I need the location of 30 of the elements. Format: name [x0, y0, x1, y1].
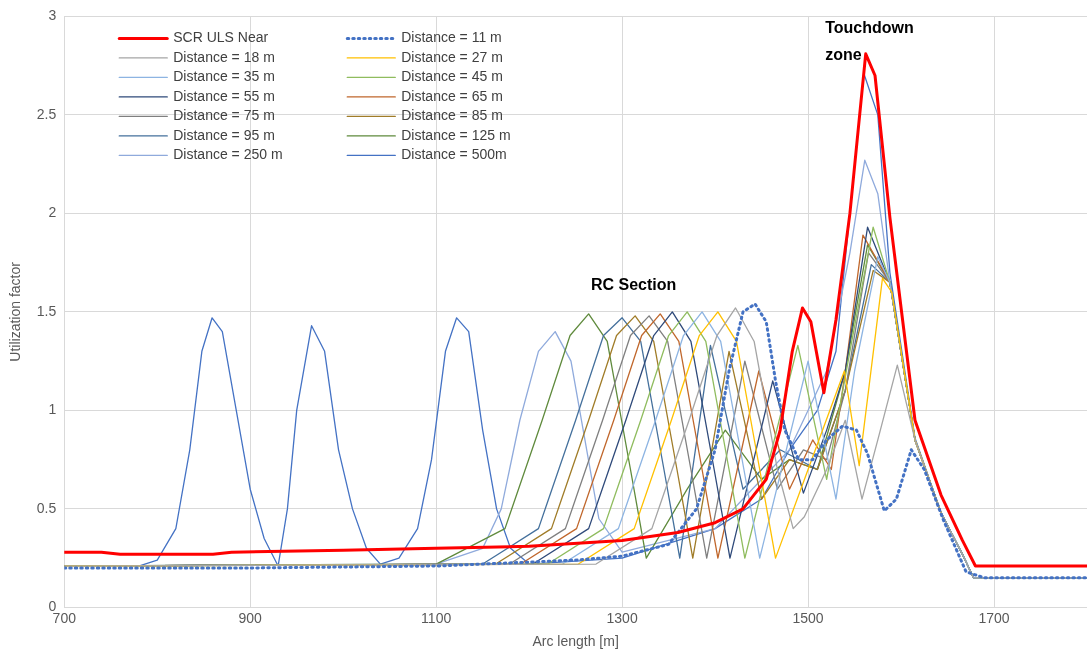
- x-tick-label: 1700: [978, 609, 1010, 626]
- y-tick-label: 1: [48, 401, 57, 418]
- y-tick-label: 2: [48, 204, 57, 221]
- x-tick-label: 1100: [421, 609, 452, 626]
- annotation: Touchdown zone: [825, 18, 914, 63]
- legend-label: Distance = 75 m: [173, 107, 275, 124]
- x-axis-title: Arc length [m]: [532, 633, 619, 650]
- legend-label: Distance = 250 m: [173, 146, 283, 163]
- y-tick-label: 1.5: [36, 302, 57, 319]
- x-tick-label: 1500: [792, 609, 824, 626]
- legend-label: Distance = 125 m: [401, 126, 511, 143]
- x-tick-label: 1300: [606, 609, 638, 626]
- y-tick-label: 3: [48, 7, 57, 24]
- legend-label: Distance = 85 m: [401, 107, 503, 124]
- legend-label: Distance = 55 m: [173, 87, 275, 104]
- annotation: RC Section: [590, 275, 677, 293]
- legend-label: Distance = 65 m: [401, 87, 503, 104]
- y-axis-title: Utilization factor: [7, 261, 24, 362]
- legend-label: Distance = 11 m: [401, 29, 502, 46]
- legend-label: Distance = 45 m: [401, 68, 503, 85]
- legend-label: Distance = 500m: [401, 146, 507, 163]
- legend-label: Distance = 35 m: [173, 68, 275, 85]
- y-tick-label: 0.5: [36, 499, 57, 516]
- legend-label: Distance = 27 m: [401, 48, 503, 65]
- legend-label: Distance = 95 m: [173, 126, 275, 143]
- y-tick-label: 0: [48, 598, 57, 615]
- y-tick-label: 2.5: [36, 105, 57, 122]
- x-tick-label: 900: [238, 609, 263, 626]
- legend-label: Distance = 18 m: [173, 48, 275, 65]
- legend-label: SCR ULS Near: [173, 29, 269, 46]
